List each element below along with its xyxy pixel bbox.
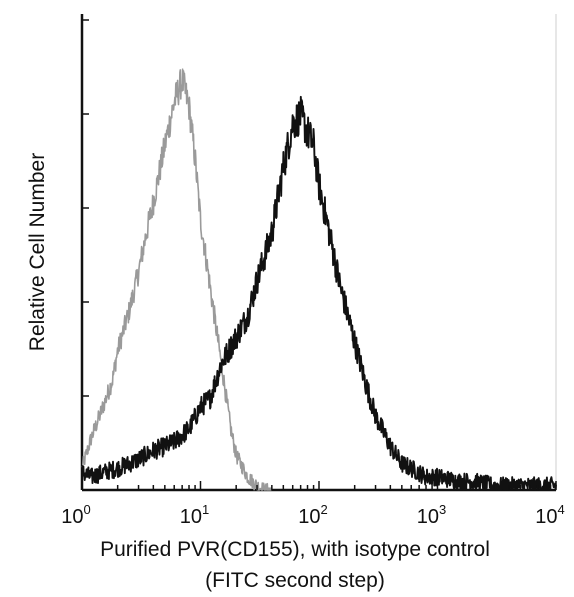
- ticks-layer: [81, 19, 557, 491]
- histogram-series-1: [81, 68, 273, 491]
- x-axis-title: Purified PVR(CD155), with isotype contro…: [100, 538, 490, 561]
- histogram-series-2: [81, 95, 557, 491]
- x-tick-label: 104: [535, 502, 564, 528]
- x-tick-label: 100: [61, 502, 90, 528]
- x-axis-title-line2: (FITC second step): [205, 569, 385, 592]
- x-tick-label: 103: [417, 502, 446, 528]
- x-tick-label: 101: [180, 502, 209, 528]
- x-tick-label: 102: [298, 502, 327, 528]
- series-layer: [81, 68, 557, 491]
- y-axis-title: Relative Cell Number: [26, 153, 49, 351]
- x-tick-labels: 100 101 102 103 104: [61, 502, 564, 528]
- plot-frame: [80, 14, 557, 492]
